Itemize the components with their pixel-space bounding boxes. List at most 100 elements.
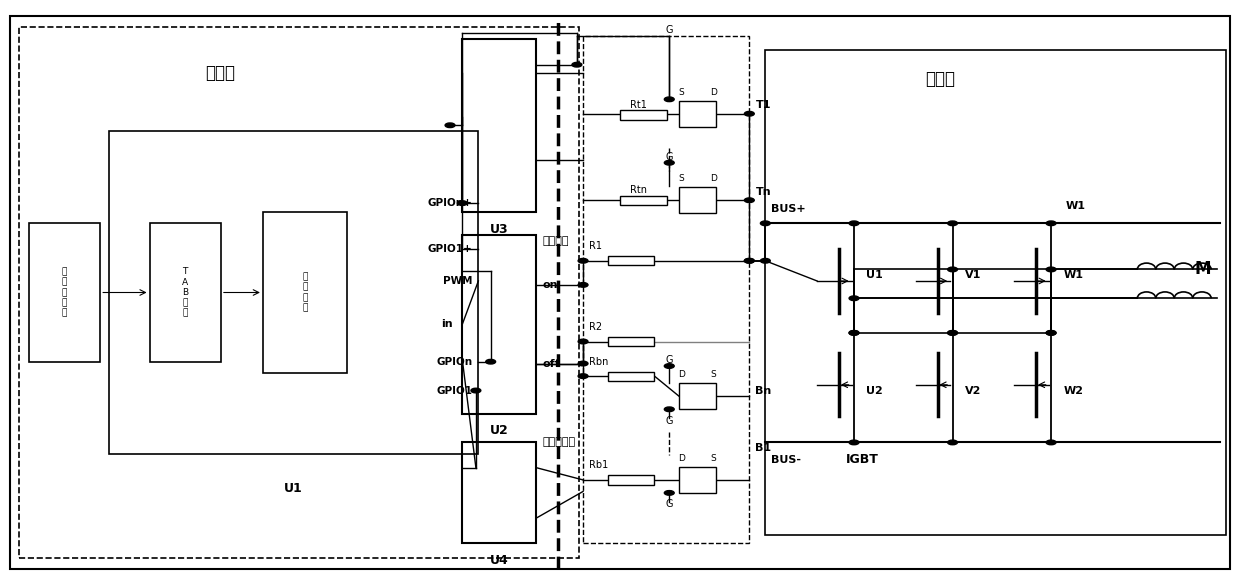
Text: U2: U2 (490, 424, 508, 438)
Text: GPIO1: GPIO1 (436, 386, 472, 395)
Text: on: on (542, 280, 558, 290)
Circle shape (744, 259, 754, 263)
Bar (608, 371, 655, 381)
Text: D: D (678, 454, 684, 463)
Bar (150, 223, 221, 362)
Bar (29, 223, 100, 362)
Text: Bn: Bn (755, 386, 771, 395)
Circle shape (486, 359, 496, 364)
Text: V1: V1 (965, 270, 981, 280)
Text: PWM: PWM (443, 276, 472, 286)
Text: G: G (666, 416, 673, 426)
Bar (463, 39, 536, 212)
Text: S: S (711, 370, 717, 379)
Text: Tn: Tn (755, 187, 771, 197)
Text: D: D (711, 88, 717, 97)
Bar (680, 187, 715, 213)
Bar (680, 467, 715, 493)
Text: GPIOn: GPIOn (436, 357, 472, 367)
Text: G: G (666, 500, 673, 510)
Bar (680, 383, 715, 410)
Text: D: D (711, 174, 717, 183)
Text: G: G (666, 152, 673, 162)
Text: 高压侧: 高压侧 (925, 70, 955, 88)
Circle shape (458, 201, 467, 205)
Circle shape (760, 259, 770, 263)
Text: W2: W2 (1064, 386, 1084, 395)
Text: in: in (441, 319, 453, 329)
Circle shape (1047, 331, 1056, 335)
Text: T1: T1 (755, 100, 771, 110)
Text: Rtn: Rtn (630, 185, 647, 195)
Circle shape (1047, 440, 1056, 445)
Text: Rbn: Rbn (589, 357, 609, 367)
Circle shape (445, 123, 455, 128)
Circle shape (471, 388, 481, 393)
Circle shape (665, 364, 675, 369)
Circle shape (849, 331, 859, 335)
Circle shape (947, 331, 957, 335)
Bar (620, 195, 667, 205)
Circle shape (849, 440, 859, 445)
Text: G: G (666, 25, 673, 35)
Text: BUS-: BUS- (771, 455, 801, 464)
Circle shape (849, 296, 859, 301)
Circle shape (947, 267, 957, 272)
Text: off: off (542, 359, 560, 369)
Circle shape (572, 63, 582, 67)
Circle shape (849, 331, 859, 335)
Text: T
A
B
存
储: T A B 存 储 (182, 267, 188, 318)
Circle shape (578, 283, 588, 287)
Circle shape (1047, 331, 1056, 335)
Text: Rb1: Rb1 (589, 460, 609, 470)
Text: G: G (666, 355, 673, 365)
Circle shape (578, 362, 588, 366)
Circle shape (849, 221, 859, 226)
Bar (19, 27, 579, 558)
Circle shape (947, 331, 957, 335)
Circle shape (578, 374, 588, 378)
Text: M: M (1194, 260, 1211, 278)
Bar (608, 337, 655, 346)
Circle shape (665, 491, 675, 495)
Bar (608, 256, 655, 266)
Bar (608, 475, 655, 484)
Circle shape (1047, 221, 1056, 226)
Text: BUS+: BUS+ (771, 204, 806, 214)
Text: B1: B1 (755, 443, 771, 453)
Text: R1: R1 (589, 242, 603, 252)
Text: U2: U2 (867, 386, 883, 395)
Circle shape (665, 407, 675, 412)
Circle shape (744, 259, 754, 263)
Bar (765, 50, 1226, 535)
Bar (620, 111, 667, 119)
Text: S: S (678, 174, 684, 183)
Text: 控
制
信
号: 控 制 信 号 (303, 273, 308, 312)
Bar (463, 442, 536, 543)
Circle shape (665, 160, 675, 165)
Text: U3: U3 (490, 222, 508, 236)
Text: U4: U4 (490, 554, 508, 567)
Circle shape (760, 221, 770, 226)
Text: V2: V2 (965, 386, 981, 395)
Text: U1: U1 (284, 482, 303, 495)
Text: S: S (711, 454, 717, 463)
Bar (680, 101, 715, 127)
Text: GPIO1+: GPIO1+ (428, 245, 472, 254)
Text: 检
测
传
感
器: 检 测 传 感 器 (62, 267, 67, 318)
Circle shape (744, 111, 754, 116)
Circle shape (947, 221, 957, 226)
Circle shape (947, 440, 957, 445)
Text: 隔离器驱动: 隔离器驱动 (542, 438, 575, 448)
Bar (583, 36, 749, 543)
Text: W1: W1 (1066, 201, 1086, 211)
Bar (463, 235, 536, 414)
Circle shape (578, 339, 588, 344)
Text: 低压侧: 低压侧 (205, 64, 234, 82)
Text: Rt1: Rt1 (630, 99, 647, 109)
Text: U1: U1 (867, 270, 883, 280)
Bar (109, 131, 479, 454)
Text: 隔离驱动: 隔离驱动 (542, 236, 569, 246)
Text: GPIOn+: GPIOn+ (428, 198, 472, 208)
Bar (263, 212, 346, 373)
